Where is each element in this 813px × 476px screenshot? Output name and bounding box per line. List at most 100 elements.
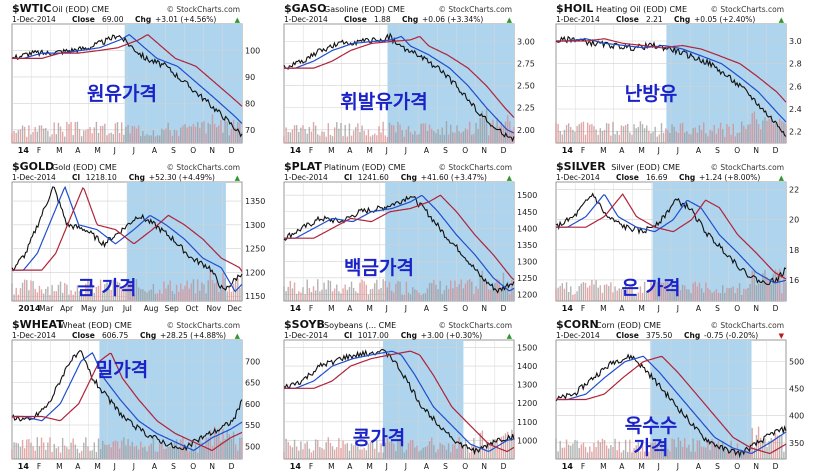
volume-bar <box>646 125 648 143</box>
volume-bar <box>201 442 203 459</box>
volume-bar <box>110 447 112 459</box>
volume-bar <box>125 286 127 301</box>
volume-bar <box>749 443 751 459</box>
volume-bar <box>76 121 79 143</box>
volume-bar <box>605 284 608 301</box>
volume-bar <box>732 286 734 301</box>
close-value: 1017.00 <box>358 331 389 340</box>
volume-bar <box>306 133 308 143</box>
xtick-label: D <box>773 462 779 471</box>
volume-bar <box>11 133 13 143</box>
volume-bar <box>129 445 131 459</box>
volume-bar <box>106 135 108 143</box>
volume-bar <box>32 131 34 143</box>
volume-bar <box>228 135 231 143</box>
ytick-label: 500 <box>789 358 804 367</box>
volume-bar <box>64 136 66 143</box>
volume-bar <box>593 442 595 459</box>
volume-bar <box>460 279 462 301</box>
volume-bar <box>222 132 224 143</box>
volume-bar <box>401 294 403 301</box>
volume-bar <box>314 290 317 301</box>
volume-bar <box>601 438 604 459</box>
instrument-name: Heating Oil (EOD) CME <box>596 5 687 14</box>
volume-bar <box>49 294 51 301</box>
volume-bar <box>654 126 656 143</box>
volume-bar <box>481 110 484 143</box>
moving-average-short <box>556 194 787 284</box>
volume-bar <box>104 444 106 459</box>
volume-bar <box>118 448 121 459</box>
xtick-label: O <box>462 146 468 155</box>
volume-bar <box>76 285 79 301</box>
volume-bar <box>165 128 167 143</box>
instrument-name: Gasoline (EOD) CME <box>324 5 405 14</box>
volume-bar <box>74 444 77 459</box>
volume-bar <box>770 284 772 301</box>
volume-bar <box>431 128 433 143</box>
volume-bar <box>589 285 591 301</box>
watermark: © StockCharts.com <box>710 163 784 172</box>
volume-bar <box>42 128 45 143</box>
volume-bar <box>310 291 313 301</box>
up-arrow-icon: ▲ <box>235 174 241 182</box>
volume-bar <box>778 118 781 143</box>
volume-bar <box>348 287 351 301</box>
volume-bar <box>376 135 378 143</box>
volume-bar <box>159 135 161 143</box>
volume-bar <box>167 284 169 301</box>
volume-bar <box>492 286 494 301</box>
volume-bar <box>477 128 479 143</box>
volume-bar <box>28 439 30 459</box>
volume-bar <box>774 432 777 459</box>
volume-bar <box>403 136 405 143</box>
volume-bar <box>736 132 739 143</box>
volume-bar <box>447 134 450 143</box>
volume-bar <box>736 288 739 301</box>
volume-bar <box>388 442 391 459</box>
volume-bar <box>184 124 186 143</box>
volume-bar <box>724 292 726 301</box>
volume-bar <box>144 135 146 143</box>
volume-bar <box>646 291 648 301</box>
volume-bar <box>726 124 728 143</box>
volume-bar <box>196 279 199 301</box>
chart-date: 1-Dec-2014 <box>284 173 328 182</box>
volume-bar <box>563 288 566 301</box>
xtick-label: O <box>462 304 468 313</box>
volume-bar <box>291 129 294 143</box>
volume-bar <box>656 136 658 143</box>
volume-bar <box>312 122 315 143</box>
volume-bar <box>148 290 150 301</box>
chart-date: 1-Dec-2014 <box>12 331 56 340</box>
volume-bar <box>142 447 144 459</box>
volume-bar <box>709 129 711 143</box>
xtick-label: O <box>190 146 196 155</box>
volume-bar <box>460 132 462 143</box>
volume-bar <box>95 286 98 301</box>
volume-bar <box>378 126 380 143</box>
xtick-label: O <box>734 146 740 155</box>
volume-bar <box>414 131 416 143</box>
close-label: Close <box>72 15 95 24</box>
ytick-label: 1200 <box>245 268 265 277</box>
volume-bar <box>40 125 43 143</box>
volume-bar <box>757 124 760 143</box>
volume-bar <box>420 294 422 301</box>
volume-bar <box>133 294 136 301</box>
volume-bar <box>464 128 467 143</box>
volume-bar <box>78 290 81 301</box>
volume-bar <box>352 287 355 301</box>
xtick-label: J <box>385 304 388 313</box>
volume-bar <box>428 441 431 459</box>
volume-bar <box>783 271 785 301</box>
ytick-label: 20 <box>789 216 799 225</box>
volume-bar <box>608 448 610 459</box>
xtick-label: O <box>190 462 196 471</box>
volume-bar <box>241 276 243 301</box>
close-label: Close <box>344 15 367 24</box>
volume-bar <box>447 443 450 459</box>
volume-bar <box>745 449 747 459</box>
volume-bar <box>612 121 614 143</box>
